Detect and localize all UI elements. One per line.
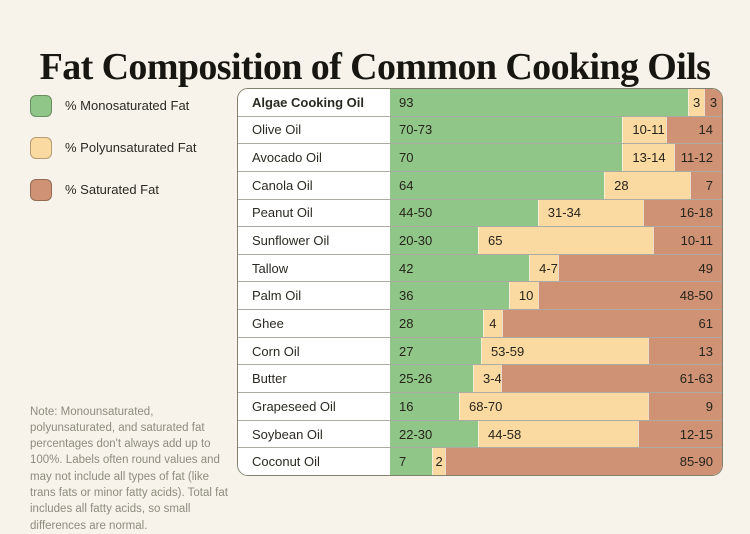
bar-segment-sat: 3 [704, 89, 722, 116]
bar-segment-poly: 2 [432, 448, 445, 475]
oil-name-cell: Peanut Oil [238, 200, 390, 227]
legend-item-monosaturated: % Monosaturated Fat [30, 94, 197, 117]
bar-segment-mono: 70-73 [390, 117, 622, 144]
bar-segment-mono: 16 [390, 393, 459, 420]
monosaturated-swatch-icon [30, 95, 52, 117]
oil-name-cell: Avocado Oil [238, 144, 390, 171]
bar-segment-poly: 65 [478, 227, 653, 254]
oil-name-cell: Corn Oil [238, 338, 390, 365]
oil-name-cell: Butter [238, 365, 390, 392]
bar-segment-mono: 7 [390, 448, 432, 475]
bar-segment-sat: 7 [690, 172, 722, 199]
oil-name-cell: Algae Cooking Oil [238, 89, 390, 116]
bar-segment-mono: 20-30 [390, 227, 478, 254]
bar-segment-sat: 49 [558, 255, 722, 282]
bar-segment-sat: 13 [648, 338, 722, 365]
bar-segment-sat: 11-12 [674, 144, 722, 171]
oil-name-cell: Coconut Oil [238, 448, 390, 475]
bar-segment-sat: 9 [648, 393, 722, 420]
oil-name-cell: Ghee [238, 310, 390, 337]
bar-segment-mono: 93 [390, 89, 688, 116]
bar-segment-mono: 36 [390, 282, 509, 309]
bar-segment-mono: 27 [390, 338, 481, 365]
bar-segment-sat: 61-63 [501, 365, 722, 392]
legend-item-saturated: % Saturated Fat [30, 178, 197, 201]
legend-label: % Saturated Fat [65, 182, 159, 197]
bar-segment-sat: 48-50 [538, 282, 722, 309]
bar-segment-poly: 44-58 [478, 421, 638, 448]
bar-segment-mono: 64 [390, 172, 604, 199]
bar-segment-poly: 28 [604, 172, 690, 199]
polyunsaturated-swatch-icon [30, 137, 52, 159]
saturated-swatch-icon [30, 179, 52, 201]
bar-segment-poly: 10 [509, 282, 538, 309]
bar-segment-poly: 4-7 [529, 255, 558, 282]
bar-segment-poly: 31-34 [538, 200, 644, 227]
bar-segment-sat: 10-11 [653, 227, 722, 254]
bar-segment-mono: 28 [390, 310, 483, 337]
bar-segment-poly: 53-59 [481, 338, 648, 365]
bar-segment-poly: 13-14 [622, 144, 673, 171]
bar-segment-mono: 44-50 [390, 200, 538, 227]
bar-segment-poly: 10-11 [622, 117, 665, 144]
oil-name-cell: Tallow [238, 255, 390, 282]
footnote: Note: Monounsaturated, polyunsaturated, … [30, 404, 236, 534]
oil-name-cell: Sunflower Oil [238, 227, 390, 254]
bar-segment-poly: 3-4 [473, 365, 501, 392]
bar-segment-poly: 4 [483, 310, 502, 337]
bar-segment-mono: 70 [390, 144, 622, 171]
oil-name-cell: Canola Oil [238, 172, 390, 199]
oil-name-cell: Grapeseed Oil [238, 393, 390, 420]
oil-name-cell: Olive Oil [238, 117, 390, 144]
bar-segment-poly: 68-70 [459, 393, 648, 420]
bar-segment-mono: 22-30 [390, 421, 478, 448]
oil-name-cell: Soybean Oil [238, 421, 390, 448]
legend-item-polyunsaturated: % Polyunsaturated Fat [30, 136, 197, 159]
bar-segment-mono: 42 [390, 255, 529, 282]
legend-label: % Monosaturated Fat [65, 98, 189, 113]
bar-segment-mono: 25-26 [390, 365, 473, 392]
bar-segment-sat: 16-18 [643, 200, 722, 227]
bar-segment-sat: 12-15 [638, 421, 722, 448]
legend: % Monosaturated Fat % Polyunsaturated Fa… [30, 94, 197, 220]
page-title: Fat Composition of Common Cooking Oils [0, 45, 750, 89]
legend-label: % Polyunsaturated Fat [65, 140, 197, 155]
bar-segment-poly: 3 [688, 89, 704, 116]
bar-segment-sat: 14 [666, 117, 722, 144]
bar-segment-sat: 85-90 [445, 448, 722, 475]
oil-name-cell: Palm Oil [238, 282, 390, 309]
bar-segment-sat: 61 [502, 310, 722, 337]
